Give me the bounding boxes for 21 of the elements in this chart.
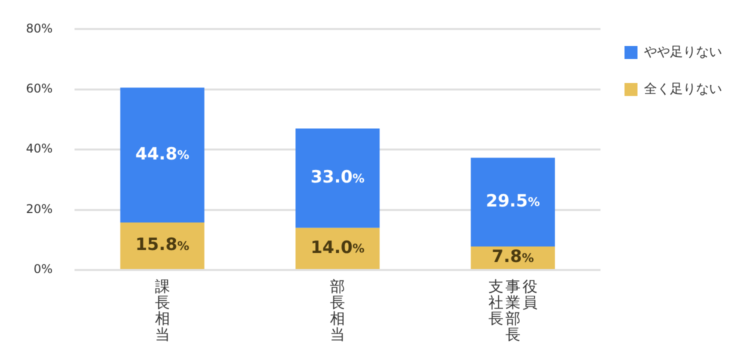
y-tick-label: 80% (26, 21, 53, 36)
data-label: 33.0% (310, 168, 365, 188)
category-label: 役員事業部長支社長 (488, 277, 538, 344)
bar (296, 228, 380, 269)
x-tick-label: 部長相当 (330, 277, 346, 344)
x-tick-label: 課長相当 (154, 277, 170, 344)
bar (120, 88, 204, 222)
legend-label: やや足りない (644, 44, 722, 60)
bar (120, 222, 204, 269)
y-tick-label: 40% (26, 142, 53, 156)
bar (296, 128, 380, 228)
bar (470, 158, 555, 247)
y-tick-label: 60% (26, 82, 53, 96)
y-tick-label: 20% (26, 202, 53, 216)
data-label: 44.8% (135, 144, 190, 164)
data-label: 7.8% (492, 247, 534, 268)
y-tick-label: 0% (34, 262, 53, 276)
data-label: 15.8% (135, 235, 190, 256)
legend-label: 全く足りない (644, 82, 722, 97)
data-label: 14.0% (310, 238, 365, 258)
data-label: 29.5% (486, 192, 540, 212)
